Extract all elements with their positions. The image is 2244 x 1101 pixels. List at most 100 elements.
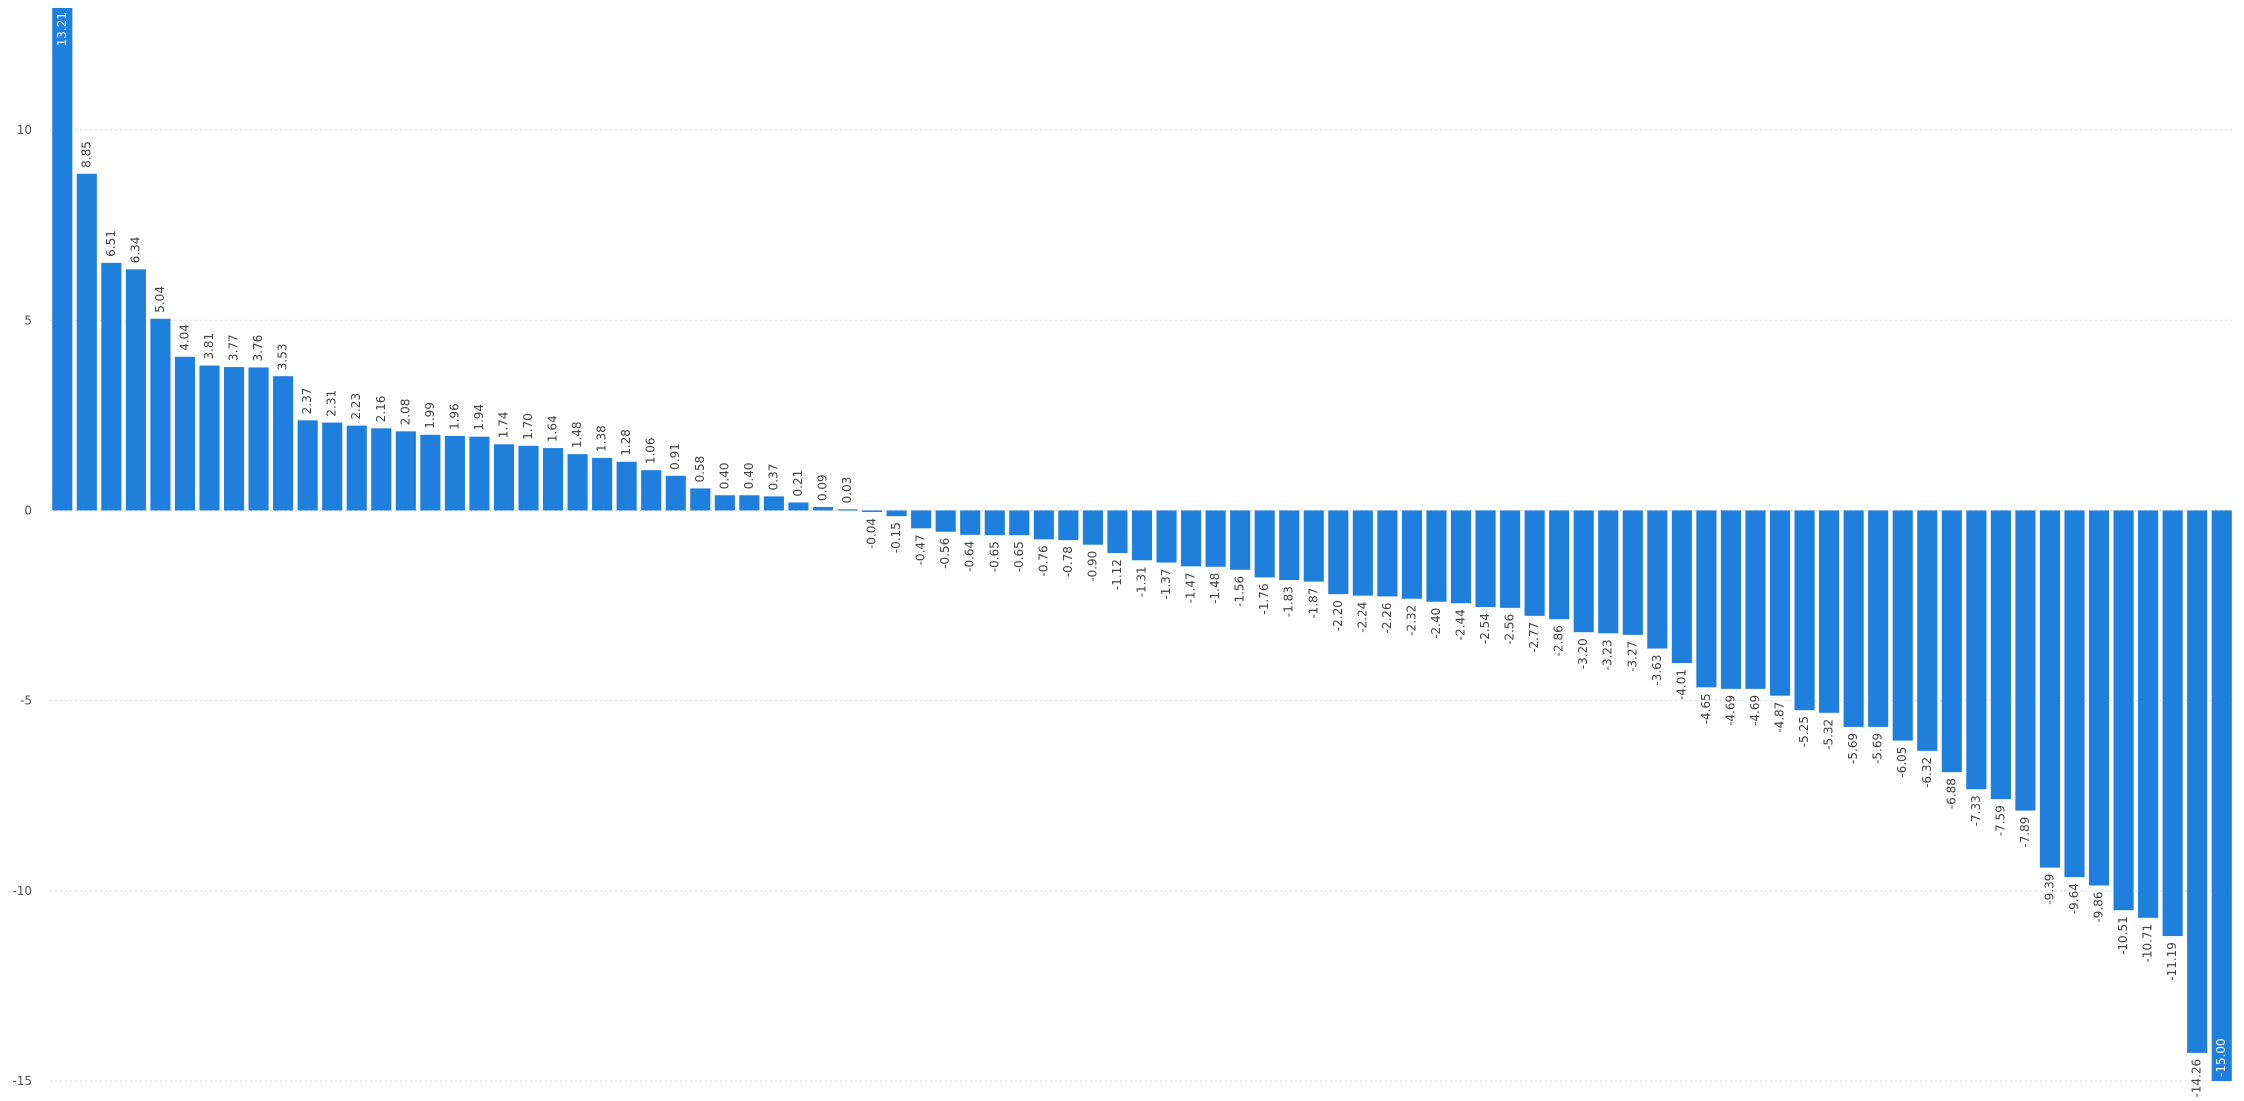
bar[interactable] bbox=[1279, 510, 1300, 581]
bar[interactable] bbox=[1181, 510, 1202, 567]
bar[interactable] bbox=[935, 510, 956, 532]
bar[interactable] bbox=[518, 445, 539, 511]
bar[interactable] bbox=[1647, 510, 1668, 649]
bar[interactable] bbox=[1917, 510, 1938, 751]
bar[interactable] bbox=[174, 356, 196, 511]
bar[interactable] bbox=[101, 262, 122, 511]
bar[interactable] bbox=[199, 365, 220, 511]
data-label: -3.23 bbox=[1601, 639, 1615, 670]
bar[interactable] bbox=[1107, 510, 1128, 554]
bar[interactable] bbox=[1230, 510, 1251, 570]
bar[interactable] bbox=[1009, 510, 1030, 536]
bar[interactable] bbox=[1254, 510, 1275, 578]
bar[interactable] bbox=[837, 509, 858, 511]
bar[interactable] bbox=[1131, 510, 1153, 561]
data-label: -1.87 bbox=[1306, 588, 1320, 619]
bar[interactable] bbox=[2064, 510, 2085, 878]
bar[interactable] bbox=[346, 425, 367, 511]
bar[interactable] bbox=[125, 269, 146, 511]
bar[interactable] bbox=[1058, 510, 1079, 541]
bar[interactable] bbox=[616, 461, 637, 511]
bar[interactable] bbox=[788, 502, 809, 511]
bar[interactable] bbox=[690, 488, 711, 511]
bar[interactable] bbox=[493, 444, 515, 511]
bar[interactable] bbox=[960, 510, 981, 535]
bar[interactable] bbox=[2015, 510, 2036, 811]
bar[interactable] bbox=[1696, 510, 1717, 688]
data-label: -5.32 bbox=[1822, 719, 1836, 750]
bar[interactable] bbox=[1966, 510, 1987, 790]
data-label: 3.76 bbox=[251, 335, 265, 362]
bar[interactable] bbox=[1377, 510, 1398, 597]
bar[interactable] bbox=[1303, 510, 1324, 582]
bar[interactable] bbox=[420, 434, 441, 511]
bar[interactable] bbox=[1819, 510, 1840, 713]
bar[interactable] bbox=[1450, 510, 1472, 604]
bar[interactable] bbox=[1843, 510, 1864, 727]
bar[interactable] bbox=[1352, 510, 1373, 596]
bar[interactable] bbox=[395, 431, 416, 511]
bar[interactable] bbox=[592, 457, 613, 511]
bar[interactable] bbox=[1892, 510, 1913, 741]
bar[interactable] bbox=[76, 173, 97, 511]
bar[interactable] bbox=[1990, 510, 2011, 800]
bar[interactable] bbox=[1205, 510, 1226, 567]
data-label: 1.28 bbox=[619, 429, 633, 456]
bar[interactable] bbox=[886, 510, 907, 517]
bar[interactable] bbox=[297, 420, 318, 511]
bar[interactable] bbox=[2138, 510, 2159, 918]
bar[interactable] bbox=[567, 454, 588, 511]
data-label: -1.47 bbox=[1184, 572, 1198, 603]
bar[interactable] bbox=[1401, 510, 1422, 599]
bar[interactable] bbox=[911, 510, 932, 529]
bar[interactable] bbox=[2088, 510, 2110, 886]
bar[interactable] bbox=[739, 495, 760, 511]
bar[interactable] bbox=[1524, 510, 1545, 616]
bar[interactable] bbox=[1868, 510, 1889, 727]
bar[interactable] bbox=[2113, 510, 2134, 911]
bar[interactable] bbox=[984, 510, 1005, 536]
bar[interactable] bbox=[1573, 510, 1594, 633]
bar[interactable] bbox=[248, 367, 269, 511]
bar[interactable] bbox=[2039, 510, 2061, 868]
bar[interactable] bbox=[1426, 510, 1447, 602]
bar[interactable] bbox=[1475, 510, 1496, 608]
data-label: 1.64 bbox=[546, 415, 560, 442]
bar[interactable] bbox=[1328, 510, 1349, 595]
bar[interactable] bbox=[1794, 510, 1815, 711]
bar[interactable] bbox=[1769, 510, 1791, 696]
bar[interactable] bbox=[763, 496, 784, 511]
bar[interactable] bbox=[469, 436, 490, 511]
bar[interactable] bbox=[1598, 510, 1619, 634]
bar[interactable] bbox=[641, 470, 662, 511]
data-label: 2.16 bbox=[374, 396, 388, 423]
data-label: 2.08 bbox=[398, 399, 412, 426]
bar[interactable] bbox=[1941, 510, 1962, 773]
data-label: 4.04 bbox=[177, 324, 191, 351]
bar[interactable] bbox=[543, 448, 564, 511]
bar[interactable] bbox=[322, 422, 343, 511]
bar[interactable] bbox=[1033, 510, 1054, 540]
bar[interactable] bbox=[2187, 510, 2208, 1053]
bar[interactable] bbox=[2211, 510, 2232, 1082]
bar[interactable] bbox=[665, 475, 686, 511]
bar[interactable] bbox=[371, 428, 392, 511]
bar[interactable] bbox=[273, 376, 294, 511]
bar[interactable] bbox=[1500, 510, 1521, 608]
bar[interactable] bbox=[862, 510, 883, 512]
bar[interactable] bbox=[1549, 510, 1570, 620]
bar[interactable] bbox=[223, 367, 245, 511]
bar[interactable] bbox=[52, 8, 73, 511]
bar[interactable] bbox=[1156, 510, 1177, 563]
bar[interactable] bbox=[1671, 510, 1692, 663]
bar[interactable] bbox=[1082, 510, 1103, 545]
bar[interactable] bbox=[444, 435, 465, 511]
bar[interactable] bbox=[150, 318, 171, 511]
bar[interactable] bbox=[714, 495, 735, 511]
data-label: 1.96 bbox=[447, 403, 461, 430]
bar[interactable] bbox=[1745, 510, 1766, 689]
bar[interactable] bbox=[1720, 510, 1741, 689]
bar[interactable] bbox=[1622, 510, 1643, 635]
bar[interactable] bbox=[2162, 510, 2183, 937]
bar[interactable] bbox=[812, 507, 834, 511]
